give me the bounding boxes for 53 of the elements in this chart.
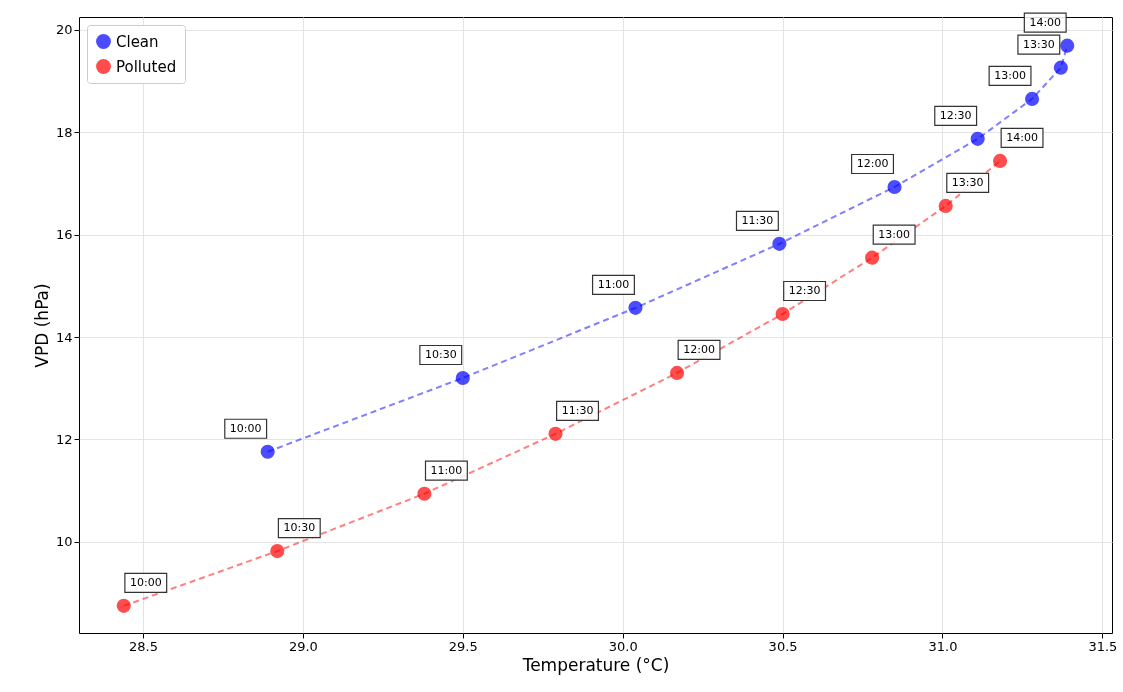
x-tick-label: 31.0 — [928, 638, 958, 654]
point — [938, 198, 953, 213]
x-axis-title: Temperature (°C) — [521, 654, 670, 675]
point — [775, 306, 790, 322]
annotation: 13:30 — [951, 175, 984, 189]
y-axis-title: VPD (hPa) — [31, 283, 52, 368]
y-tick-label: 14 — [55, 329, 73, 345]
annotation: 10:30 — [283, 521, 316, 535]
y-tick-label: 20 — [55, 22, 73, 38]
annotation: 10:30 — [424, 348, 457, 361]
x-tick-label: 30.5 — [768, 638, 798, 654]
point — [970, 131, 985, 146]
y-tick-label: 10 — [55, 534, 73, 550]
annotation: 12:00 — [683, 342, 715, 356]
annotation: 12:00 — [856, 157, 889, 170]
point — [887, 179, 902, 195]
annotation: 13:00 — [878, 227, 910, 241]
point — [865, 250, 880, 265]
x-tick-label: 29.5 — [448, 638, 478, 654]
x-tick-label: 28.5 — [128, 638, 158, 654]
x-tick-label: 29.0 — [288, 638, 318, 654]
annotation: 13:30 — [1022, 37, 1055, 51]
annotation: 14:00 — [1029, 15, 1062, 29]
y-tick-label: 16 — [55, 227, 73, 243]
y-tick-label: 12 — [55, 431, 73, 447]
x-tick-label: 31.5 — [1088, 638, 1118, 654]
point — [772, 236, 787, 251]
annotation: 11:00 — [597, 277, 630, 291]
point — [270, 544, 285, 559]
annotation: 13:00 — [994, 68, 1026, 82]
x-tick-label: 30.0 — [608, 638, 638, 654]
annotation: 10:00 — [229, 421, 262, 435]
point — [260, 444, 275, 459]
annotation: 12:30 — [939, 108, 972, 122]
point — [417, 486, 432, 501]
legend-label: Polluted — [116, 57, 177, 76]
annotation: 11:00 — [430, 463, 463, 477]
point — [669, 365, 685, 380]
point — [455, 370, 470, 386]
y-tick-label: 18 — [55, 124, 73, 140]
annotation: 11:30 — [741, 213, 774, 227]
point — [628, 300, 643, 315]
point — [1053, 60, 1068, 75]
point — [116, 598, 131, 613]
annotation: 11:30 — [561, 403, 594, 417]
annotation: 14:00 — [1006, 130, 1038, 144]
point — [992, 153, 1008, 168]
annotation: 12:30 — [788, 283, 821, 297]
point — [1060, 38, 1075, 53]
annotation: 10:00 — [129, 575, 162, 589]
point — [1024, 91, 1040, 106]
point — [548, 426, 563, 441]
legend-label: Clean — [116, 32, 159, 51]
